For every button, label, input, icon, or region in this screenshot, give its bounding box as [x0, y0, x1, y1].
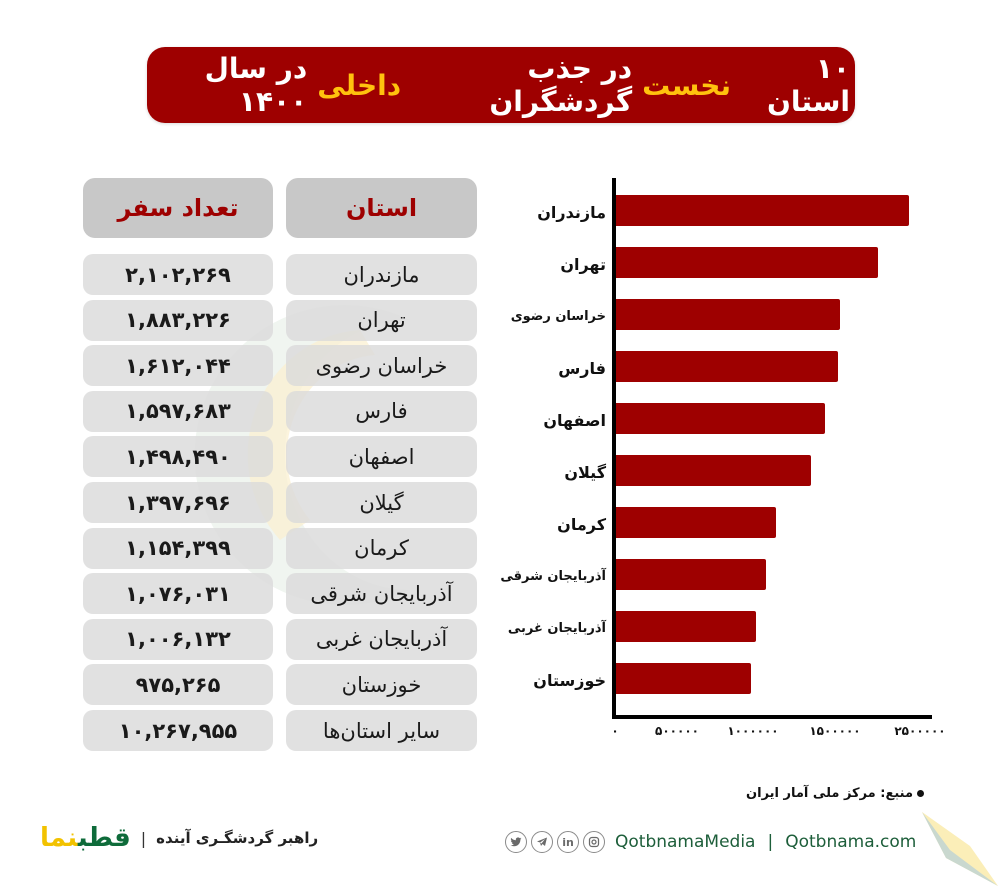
bar-chart: مازندران تهران خراسان رضوی فارس اصفهان گیلان ک…: [490, 178, 970, 738]
bar[interactable]: [615, 247, 879, 278]
province-cell: تهران: [286, 299, 477, 341]
table-row: ۱,۸۸۳,۲۲۶ تهران: [83, 299, 477, 341]
corner-decoration-icon: [922, 812, 998, 886]
trip-count-cell: ۱,۴۹۸,۴۹۰: [83, 436, 273, 478]
trip-count-cell: ۹۷۵,۲۶۵: [83, 664, 273, 706]
instagram-icon[interactable]: [583, 831, 605, 853]
bar-label: خراسان رضوی: [510, 308, 606, 324]
province-cell: کرمان: [286, 527, 477, 569]
province-cell: فارس: [286, 390, 477, 432]
x-tick-label: ۵۰۰۰۰۰: [655, 724, 699, 738]
province-cell: خوزستان: [286, 664, 477, 706]
bar[interactable]: [615, 507, 777, 538]
footer-pipe: |: [767, 832, 774, 852]
trip-count-cell: ۱۰,۲۶۷,۹۵۵: [83, 710, 273, 751]
header-province: استان: [286, 178, 477, 238]
bar-row: خراسان رضوی: [490, 299, 970, 333]
x-tick-label: ۱۵۰۰۰۰۰: [809, 724, 861, 738]
logo-part-1: قطب: [77, 823, 131, 853]
table-row: ۱,۶۱۲,۰۴۴ خراسان رضوی: [83, 345, 477, 387]
header-trip-count: تعداد سفر: [83, 178, 273, 238]
website-link[interactable]: Qotbnama.com: [785, 832, 917, 852]
bar-label: گیلان: [564, 462, 606, 482]
trip-count-cell: ۱,۰۰۶,۱۳۲: [83, 618, 273, 660]
bar[interactable]: [615, 351, 839, 382]
table-row: ۲,۱۰۲,۲۶۹ مازندران: [83, 254, 477, 295]
title-highlight: نخست: [642, 68, 731, 102]
bar-row: مازندران: [490, 195, 970, 229]
brand-logo[interactable]: قطبنما: [40, 825, 131, 851]
bar-row: کرمان: [490, 507, 970, 541]
twitter-icon[interactable]: [505, 831, 527, 853]
province-cell: آذربایجان شرقی: [286, 573, 477, 615]
table-row: ۱,۵۹۷,۶۸۳ فارس: [83, 390, 477, 432]
bar[interactable]: [615, 559, 766, 590]
trip-count-cell: ۲,۱۰۲,۲۶۹: [83, 254, 273, 295]
table-row: ۱,۰۷۶,۰۳۱ آذربایجان شرقی: [83, 573, 477, 615]
trip-count-cell: ۱,۵۹۷,۶۸۳: [83, 390, 273, 432]
telegram-icon[interactable]: [531, 831, 553, 853]
province-cell: اصفهان: [286, 436, 477, 478]
y-axis-line: [612, 178, 616, 718]
bar-label: خوزستان: [533, 670, 606, 690]
trip-count-cell: ۱,۸۸۳,۲۲۶: [83, 299, 273, 341]
trip-count-cell: ۱,۳۹۷,۶۹۶: [83, 482, 273, 523]
x-tick-label: ۱۰۰۰۰۰۰: [727, 724, 779, 738]
footer-social: in QotbnamaMedia | Qotbnama.com: [505, 828, 916, 856]
tagline: راهبر گردشگـری آینده: [156, 829, 319, 847]
title-banner: ۱۰ استان نخست در جذب گردشگران داخلی در س…: [147, 47, 855, 123]
bar-row: گیلان: [490, 455, 970, 489]
social-handle[interactable]: QotbnamaMedia: [615, 832, 756, 852]
bar-label: کرمان: [557, 514, 606, 534]
bar[interactable]: [615, 403, 825, 434]
separator: |: [140, 828, 147, 848]
table-row: ۱,۳۹۷,۶۹۶ گیلان: [83, 482, 477, 523]
province-cell: سایر استان‌ها: [286, 710, 477, 751]
bar[interactable]: [615, 611, 756, 642]
bar-row: اصفهان: [490, 403, 970, 437]
bar[interactable]: [615, 195, 909, 226]
bar-label: تهران: [560, 254, 606, 274]
x-tick-label: ۲۵۰۰۰۰۰: [894, 724, 946, 738]
source-note: منبع: مرکز ملی آمار ایران: [746, 786, 924, 801]
bullet-icon: [917, 790, 924, 797]
bar-row: خوزستان: [490, 663, 970, 697]
title-part: در جذب گردشگران: [489, 52, 633, 118]
logo-part-2: نما: [40, 823, 78, 853]
footer-brand: قطبنما | راهبر گردشگـری آینده: [40, 823, 318, 853]
x-tick-label: ۰: [611, 724, 619, 738]
bar-label: فارس: [558, 358, 606, 378]
bar-label: مازندران: [537, 202, 606, 222]
trip-count-cell: ۱,۰۷۶,۰۳۱: [83, 573, 273, 615]
bar[interactable]: [615, 663, 752, 694]
province-cell: مازندران: [286, 254, 477, 295]
table-row: ۱,۴۹۸,۴۹۰ اصفهان: [83, 436, 477, 478]
title-highlight: داخلی: [317, 68, 402, 102]
province-cell: خراسان رضوی: [286, 345, 477, 387]
trip-count-cell: ۱,۱۵۴,۳۹۹: [83, 527, 273, 569]
linkedin-icon[interactable]: in: [557, 831, 579, 853]
bar-row: فارس: [490, 351, 970, 385]
bar-label: آذربایجان غربی: [507, 620, 606, 636]
bar-label: آذربایجان شرقی: [500, 568, 606, 584]
table-row: ۱,۰۰۶,۱۳۲ آذربایجان غربی: [83, 618, 477, 660]
table-row: ۹۷۵,۲۶۵ خوزستان: [83, 664, 477, 706]
table-row: ۱۰,۲۶۷,۹۵۵ سایر استان‌ها: [83, 710, 477, 751]
bar[interactable]: [615, 299, 841, 330]
bar-row: آذربایجان شرقی: [490, 559, 970, 593]
title-part: در سال ۱۴۰۰: [204, 52, 308, 118]
table-row: ۱,۱۵۴,۳۹۹ کرمان: [83, 527, 477, 569]
source-text: منبع: مرکز ملی آمار ایران: [746, 786, 913, 801]
trip-count-cell: ۱,۶۱۲,۰۴۴: [83, 345, 273, 387]
bar-label: اصفهان: [543, 410, 606, 430]
province-cell: آذربایجان غربی: [286, 618, 477, 660]
bar-row: تهران: [490, 247, 970, 281]
bar-row: آذربایجان غربی: [490, 611, 970, 645]
x-axis-line: [612, 715, 932, 719]
province-cell: گیلان: [286, 482, 477, 523]
bar[interactable]: [615, 455, 811, 486]
title-part: ۱۰ استان: [767, 52, 850, 118]
